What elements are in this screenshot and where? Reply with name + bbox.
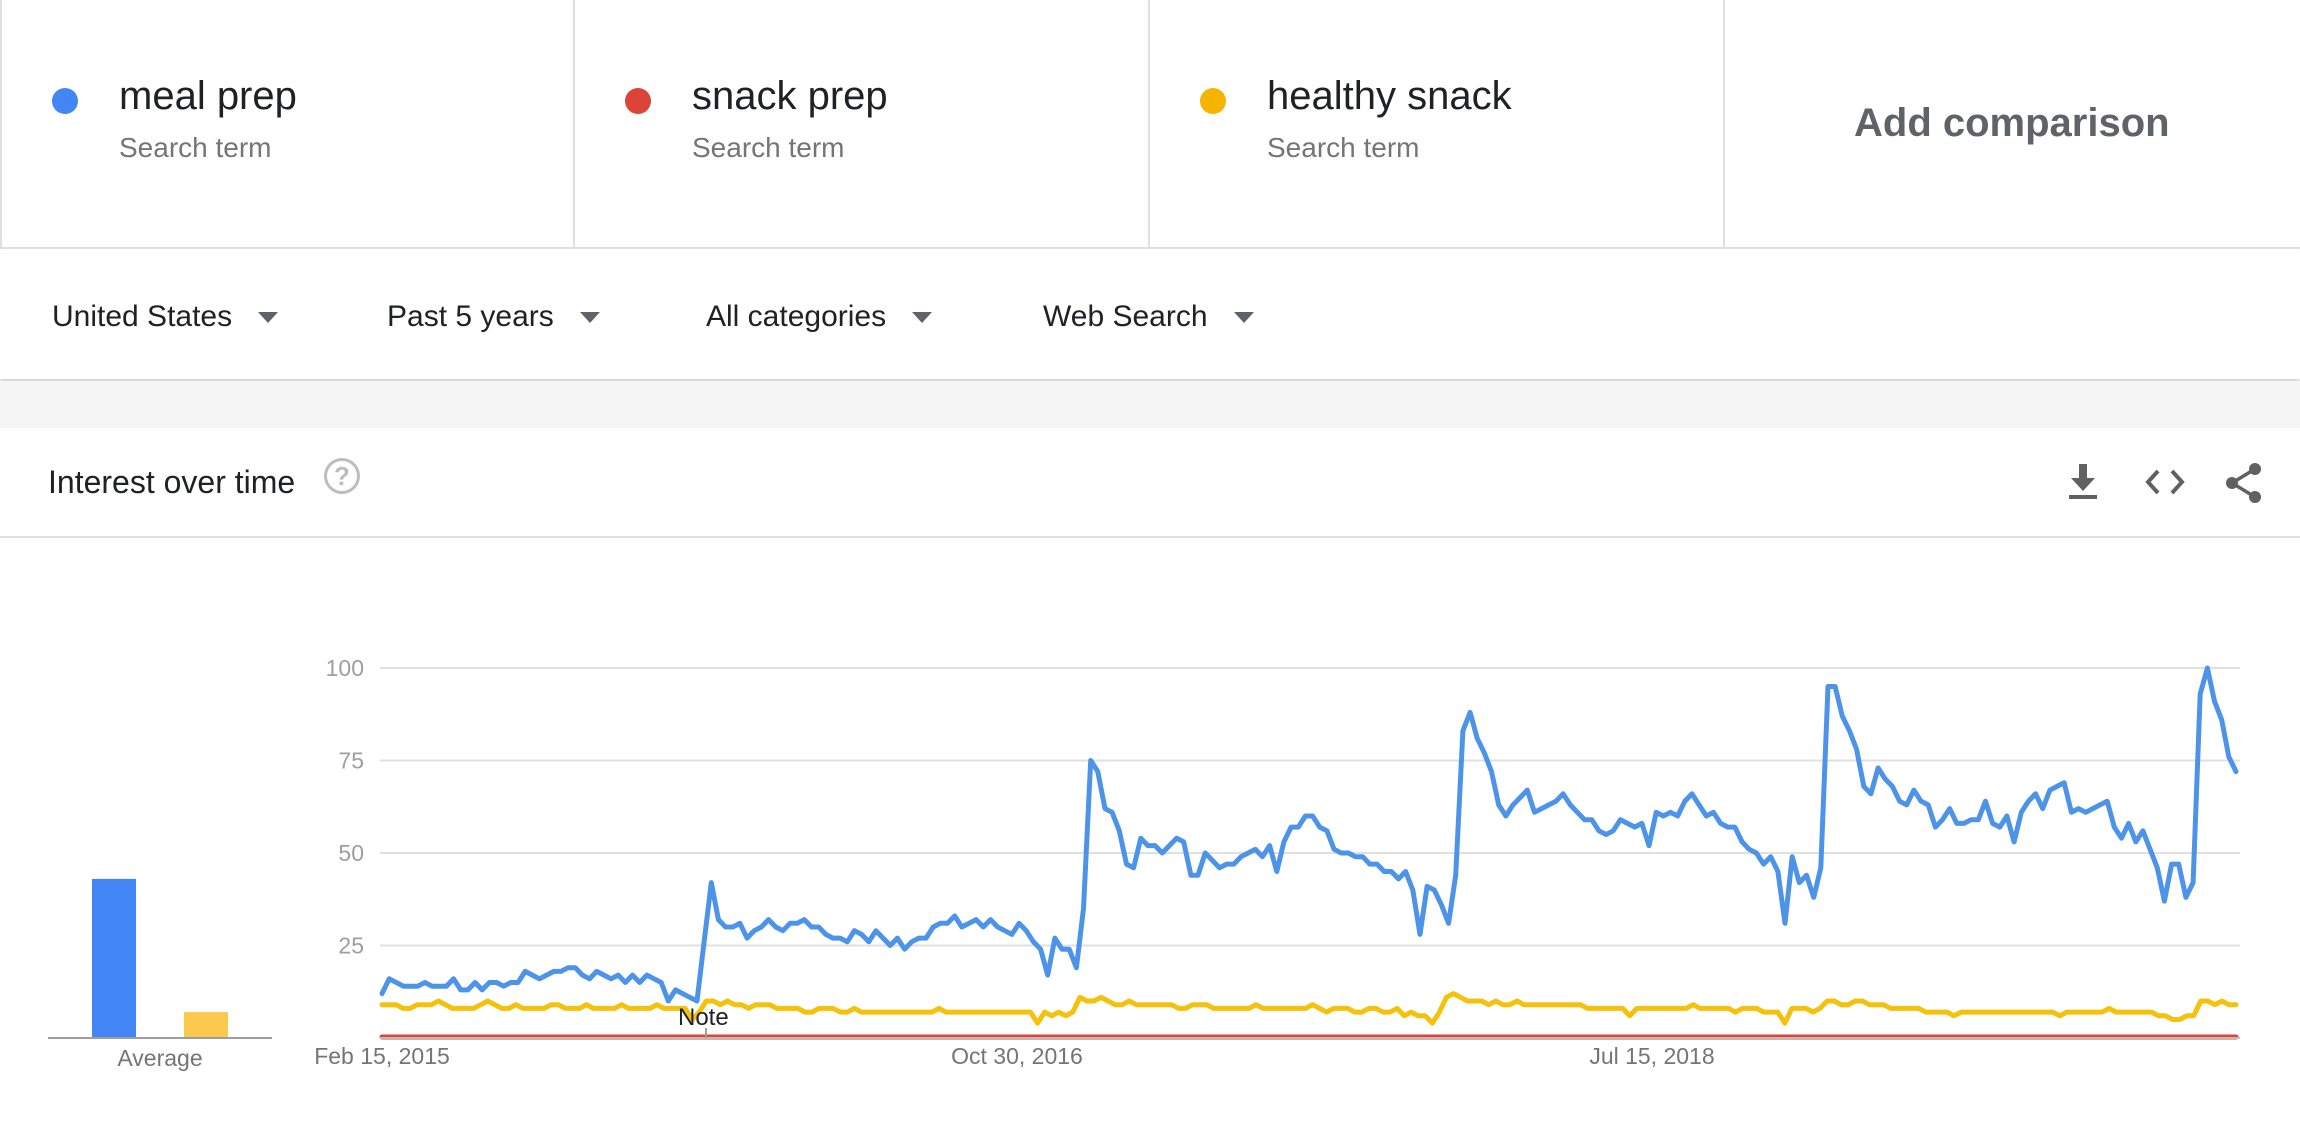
share-icon[interactable] [2224,462,2264,504]
search-type-dropdown[interactable]: Web Search [1043,297,1254,337]
term-type: Search term [1267,132,1420,163]
series-line-meal-prep [379,665,2239,1004]
add-comparison-label[interactable]: Add comparison [1854,101,2170,145]
download-icon[interactable] [2066,462,2100,502]
average-label: Average [117,1045,202,1071]
y-tick-label: 100 [326,655,364,681]
caret-down-icon [579,311,600,323]
average-bar-meal-prep [92,878,136,1038]
gridlines [380,667,2240,947]
term-type: Search term [119,132,272,163]
x-tick-label: Jul 15, 2018 [1589,1043,1714,1069]
caret-down-icon [1233,311,1254,323]
series-color-dot [52,88,78,114]
series-color-dot [1200,88,1226,114]
series-line-healthy-snack [379,991,2239,1026]
series-color-dot [625,88,651,114]
region-dropdown[interactable]: United States [52,297,279,337]
time-range-value: Past 5 years [387,300,554,333]
term-card-meal-prep[interactable]: meal prep Search term [0,0,575,247]
term-name[interactable]: meal prep [119,74,297,118]
term-card-healthy-snack[interactable]: healthy snack Search term [1150,0,1725,247]
y-tick-label: 25 [338,933,364,959]
embed-code-icon[interactable] [2144,468,2186,496]
search-type-value: Web Search [1043,300,1208,333]
note-annotation[interactable]: Note [678,1004,729,1031]
card-title: Interest over time [48,464,296,500]
y-tick-label: 50 [338,840,364,866]
comparison-bar: meal prep Search term snack prep Search … [0,0,2300,249]
caret-down-icon [258,311,279,323]
section-gap [0,381,2300,428]
interest-over-time-header: Interest over time ? [0,428,2300,538]
x-tick-label: Oct 30, 2016 [951,1043,1083,1069]
average-bars [92,878,228,1038]
caret-down-icon [912,311,933,323]
filter-bar: United States Past 5 years All categorie… [0,249,2300,379]
region-value: United States [52,300,233,333]
y-tick-label: 75 [338,748,364,774]
help-icon[interactable]: ? [324,458,360,494]
category-dropdown[interactable]: All categories [706,297,933,337]
interest-over-time-chart: Average 25 50 75 100 Note Feb 15, 2015 Oct 3… [48,655,2240,1071]
x-tick-label: Feb 15, 2015 [314,1043,450,1069]
term-card-snack-prep[interactable]: snack prep Search term [575,0,1150,247]
term-name[interactable]: snack prep [692,74,888,118]
y-axis-ticks: 25 50 75 100 [326,655,364,959]
x-axis-ticks: Feb 15, 2015 Oct 30, 2016 Jul 15, 2018 [314,1043,1714,1069]
category-value: All categories [706,300,887,333]
term-name[interactable]: healthy snack [1267,74,1512,118]
average-bar-healthy-snack [184,1012,228,1038]
term-type: Search term [692,132,845,163]
time-range-dropdown[interactable]: Past 5 years [387,297,600,337]
